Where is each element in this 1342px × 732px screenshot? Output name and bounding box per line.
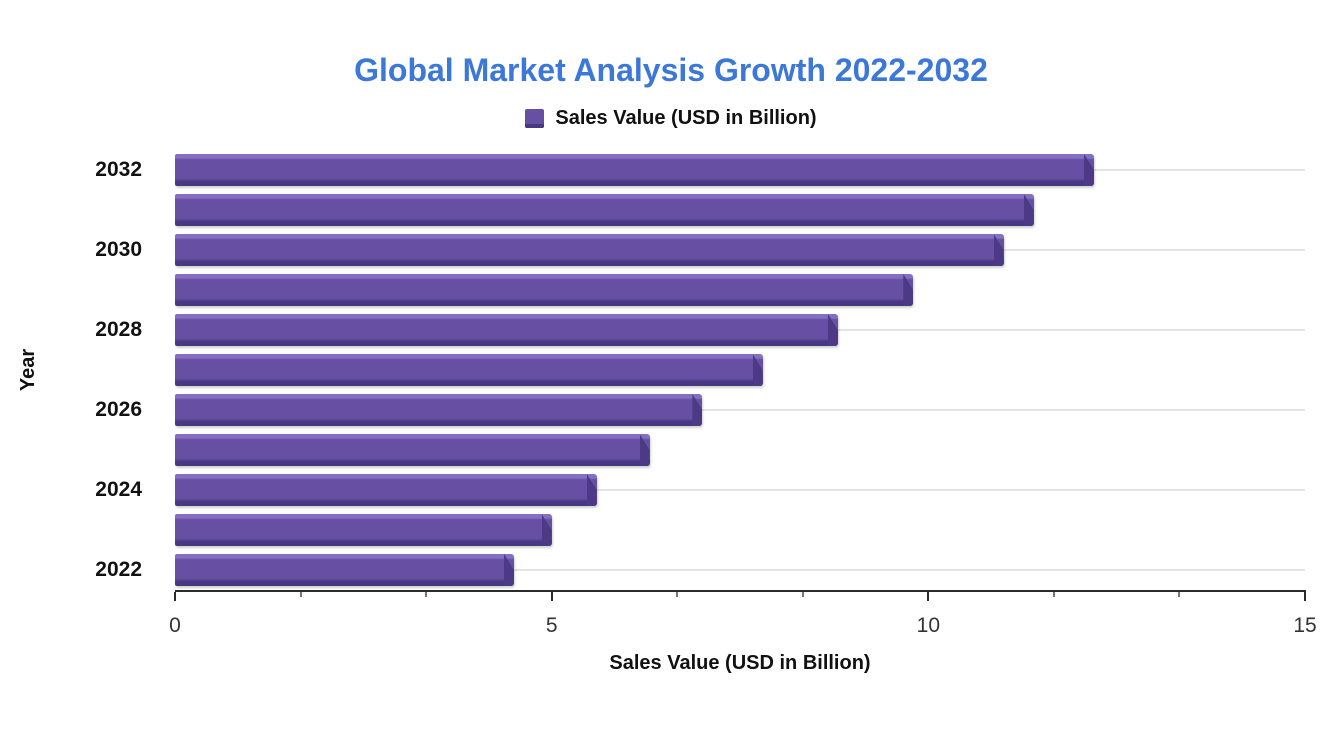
y-tick-label: 2030 bbox=[95, 238, 142, 261]
x-minor-tick bbox=[425, 592, 428, 597]
x-major-tick bbox=[550, 592, 553, 601]
legend-swatch-icon bbox=[525, 108, 545, 128]
bar-2028 bbox=[175, 314, 838, 346]
bar-2032 bbox=[175, 154, 1095, 186]
x-tick-label: 0 bbox=[169, 614, 181, 637]
gridline bbox=[175, 409, 1305, 411]
x-axis-line bbox=[175, 590, 1306, 592]
bar-2027 bbox=[175, 354, 763, 386]
x-axis-ticks: 0 5 10 15 bbox=[169, 592, 1317, 652]
bar-2023 bbox=[175, 514, 552, 546]
y-tick-label: 2026 bbox=[95, 398, 142, 421]
x-tick-label: 15 bbox=[1293, 614, 1317, 637]
y-tick-label: 2022 bbox=[95, 558, 142, 581]
x-major-tick bbox=[1304, 592, 1306, 601]
bar-2030 bbox=[175, 234, 1004, 266]
legend: Sales Value (USD in Billion) bbox=[0, 104, 1342, 132]
x-minor-tick bbox=[1052, 592, 1055, 597]
bar-2025 bbox=[175, 434, 650, 466]
bar-2029 bbox=[175, 274, 914, 306]
bar-2022 bbox=[175, 554, 514, 586]
x-tick-label: 10 bbox=[916, 614, 941, 637]
x-major-tick bbox=[927, 592, 930, 601]
gridline bbox=[175, 489, 1305, 491]
y-tick-label: 2024 bbox=[95, 478, 142, 501]
y-tick-label: 2032 bbox=[95, 158, 142, 181]
bar-2026 bbox=[175, 394, 703, 426]
x-minor-tick bbox=[1178, 592, 1181, 597]
x-minor-tick bbox=[299, 592, 302, 597]
x-tick-label: 5 bbox=[545, 614, 558, 637]
y-tick-label: 2028 bbox=[95, 318, 142, 341]
bar-2024 bbox=[175, 474, 597, 506]
plot-area bbox=[175, 150, 1305, 590]
x-axis-title: Sales Value (USD in Billion) bbox=[609, 652, 871, 674]
chart-title: Global Market Analysis Growth 2022-2032 bbox=[354, 52, 988, 88]
x-minor-tick bbox=[801, 592, 804, 597]
x-major-tick bbox=[174, 592, 176, 601]
y-axis-labels: 2032 2030 2028 2026 2024 2022 bbox=[0, 150, 160, 590]
x-minor-tick bbox=[676, 592, 679, 597]
bar-2031 bbox=[175, 194, 1034, 226]
gridline bbox=[175, 569, 1305, 571]
legend-label: Sales Value (USD in Billion) bbox=[555, 106, 817, 129]
